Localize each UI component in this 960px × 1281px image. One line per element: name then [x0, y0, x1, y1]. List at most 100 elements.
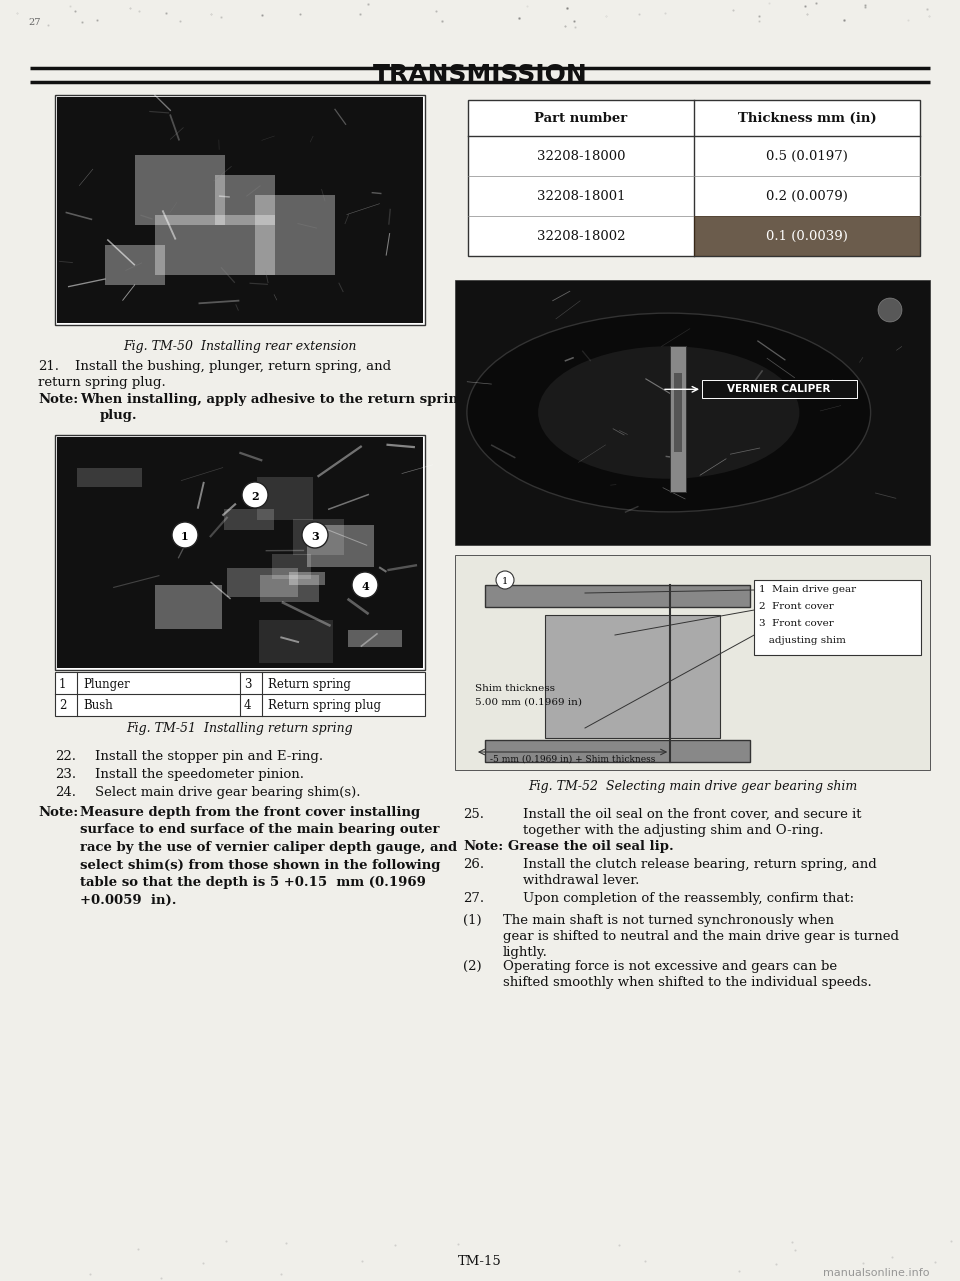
Bar [55, 436, 425, 670]
Bar [55, 95, 425, 325]
Bar [545, 615, 719, 738]
Bar [57, 437, 423, 667]
Bar [272, 553, 311, 579]
Text: Install the clutch release bearing, return spring, and: Install the clutch release bearing, retu… [523, 858, 876, 871]
Text: TM-15: TM-15 [458, 1255, 502, 1268]
Bar [307, 525, 374, 567]
Text: lightly.: lightly. [503, 945, 548, 959]
Text: 22.: 22. [55, 749, 76, 763]
Text: When installing, apply adhesive to the return spring: When installing, apply adhesive to the r… [80, 393, 468, 406]
Text: Operating force is not excessive and gears can be: Operating force is not excessive and gea… [503, 959, 837, 974]
Text: 2: 2 [59, 699, 66, 712]
Text: Plunger: Plunger [83, 678, 130, 690]
Text: Select main drive gear bearing shim(s).: Select main drive gear bearing shim(s). [95, 787, 361, 799]
Text: 0.1 (0.0039): 0.1 (0.0039) [766, 229, 848, 242]
Text: Grease the oil seal lip.: Grease the oil seal lip. [508, 840, 674, 853]
Bar [694, 216, 920, 256]
Bar [55, 673, 425, 716]
Ellipse shape [539, 346, 800, 479]
Text: Shim thickness: Shim thickness [475, 684, 555, 693]
Text: Bush: Bush [83, 699, 112, 712]
Text: Fig. TM-52  Selecting main drive gear bearing shim: Fig. TM-52 Selecting main drive gear bea… [528, 780, 857, 793]
Bar [215, 175, 275, 225]
Text: 27: 27 [28, 18, 40, 27]
Bar [485, 740, 750, 762]
Text: 1  Main drive gear: 1 Main drive gear [759, 585, 856, 594]
Circle shape [496, 571, 514, 589]
Text: (2): (2) [463, 959, 482, 974]
Text: 0.2 (0.0079): 0.2 (0.0079) [766, 190, 848, 202]
Text: 32208-18002: 32208-18002 [537, 229, 625, 242]
Bar [255, 195, 335, 275]
Text: VERNIER CALIPER: VERNIER CALIPER [728, 384, 830, 395]
Bar [260, 575, 320, 602]
Bar [348, 630, 401, 647]
Bar [77, 468, 142, 487]
Text: TRANSMISSION: TRANSMISSION [372, 63, 588, 87]
Text: Return spring: Return spring [268, 678, 350, 690]
Text: (1): (1) [463, 915, 482, 927]
Text: 1: 1 [181, 530, 189, 542]
Text: 0.5 (0.0197): 0.5 (0.0197) [766, 150, 848, 163]
Text: Thickness mm (in): Thickness mm (in) [737, 111, 876, 124]
Text: Install the stopper pin and E-ring.: Install the stopper pin and E-ring. [95, 749, 324, 763]
Text: Part number: Part number [535, 111, 628, 124]
Text: 21.: 21. [38, 360, 59, 373]
Circle shape [302, 521, 328, 548]
Text: Note:: Note: [38, 806, 79, 819]
Bar [155, 215, 275, 275]
Text: 23.: 23. [55, 769, 76, 781]
Text: adjusting shim: adjusting shim [759, 635, 846, 646]
Text: withdrawal lever.: withdrawal lever. [523, 874, 639, 886]
Text: Install the oil seal on the front cover, and secure it: Install the oil seal on the front cover,… [523, 808, 861, 821]
Bar [105, 245, 165, 284]
Text: plug.: plug. [100, 409, 137, 421]
Text: 5.00 mm (0.1969 in): 5.00 mm (0.1969 in) [475, 698, 582, 707]
Text: Install the bushing, plunger, return spring, and: Install the bushing, plunger, return spr… [75, 360, 391, 373]
Text: Fig. TM-50  Installing rear extension: Fig. TM-50 Installing rear extension [123, 339, 357, 354]
Text: Return spring plug: Return spring plug [268, 699, 381, 712]
Text: 27.: 27. [463, 892, 484, 904]
Text: 25.: 25. [463, 808, 484, 821]
Text: manualsonline.info: manualsonline.info [824, 1268, 930, 1278]
Circle shape [172, 521, 198, 548]
Text: 2  Front cover: 2 Front cover [759, 602, 834, 611]
Text: gear is shifted to neutral and the main drive gear is turned: gear is shifted to neutral and the main … [503, 930, 899, 943]
Text: 2: 2 [252, 491, 259, 501]
Text: 3: 3 [311, 530, 319, 542]
Bar [224, 509, 275, 530]
Text: shifted smoothly when shifted to the individual speeds.: shifted smoothly when shifted to the ind… [503, 976, 872, 989]
Bar [155, 585, 222, 629]
Text: The main shaft is not turned synchronously when: The main shaft is not turned synchronous… [503, 915, 834, 927]
Text: 4: 4 [361, 580, 369, 592]
Text: 1: 1 [502, 576, 508, 585]
Text: return spring plug.: return spring plug. [38, 377, 166, 389]
Bar [755, 580, 921, 655]
Bar [289, 571, 325, 584]
Bar [468, 100, 920, 256]
Bar [670, 346, 686, 492]
Text: 32208-18001: 32208-18001 [537, 190, 625, 202]
Circle shape [352, 573, 378, 598]
Text: Note:: Note: [38, 393, 79, 406]
Bar [135, 155, 225, 225]
Text: Fig. TM-51  Installing return spring: Fig. TM-51 Installing return spring [127, 722, 353, 735]
Text: 3  Front cover: 3 Front cover [759, 619, 834, 628]
Bar [674, 373, 683, 452]
Text: 24.: 24. [55, 787, 76, 799]
Bar [455, 555, 930, 770]
Bar [702, 380, 857, 398]
Bar [57, 97, 423, 323]
Text: 26.: 26. [463, 858, 484, 871]
Bar [485, 585, 750, 607]
Circle shape [242, 482, 268, 509]
Bar [257, 477, 313, 520]
Bar [259, 620, 332, 662]
Text: Measure depth from the front cover installing
surface to end surface of the main: Measure depth from the front cover insta… [80, 806, 457, 907]
Text: Note:: Note: [463, 840, 503, 853]
Text: Install the speedometer pinion.: Install the speedometer pinion. [95, 769, 304, 781]
Bar [228, 567, 298, 597]
Bar [455, 281, 930, 544]
Text: 4: 4 [244, 699, 252, 712]
Text: 32208-18000: 32208-18000 [537, 150, 625, 163]
